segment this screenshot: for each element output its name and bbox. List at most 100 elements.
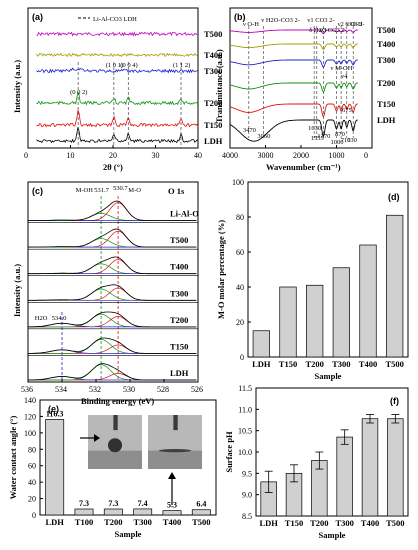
xrd-trace-T200: [36, 91, 199, 106]
series-label-T150: T150: [377, 99, 395, 109]
band-value: 3470: [243, 127, 256, 134]
x-tick-label: 528: [157, 385, 169, 394]
x-tick-label: 40: [194, 151, 202, 160]
plot-frame: [39, 399, 217, 516]
xps-envelope-T400: [28, 256, 197, 275]
bar-LDH: [45, 419, 65, 516]
band-value: 870: [335, 131, 345, 138]
x-tick-label: LDH: [252, 359, 271, 369]
y-axis-label: M-O molar percentage (%): [216, 220, 226, 319]
y-tick-label: 0: [240, 353, 244, 362]
series-label-T500: T500: [377, 25, 395, 35]
x-axis-label: 2θ (°): [103, 162, 123, 172]
xrd-trace-T400: [36, 52, 199, 58]
ftir-trace-T200: [229, 82, 358, 93]
ftir-trace-T400: [230, 43, 358, 50]
xrd-trace-LDH: [36, 127, 199, 144]
y-tick-label: 10.0: [238, 448, 252, 457]
bar-T200: [306, 284, 324, 358]
droplet-photo: [88, 415, 142, 469]
peak-label: (0 0 4): [120, 62, 137, 69]
photo-needle: [113, 415, 118, 431]
ftir-trace-T500: [230, 29, 358, 35]
panel-f: (f) 8.5 9.0 9.5 10.0 10.5 11.0 11.5 LDH T150 T200 T…: [224, 384, 409, 540]
series-label-T500: T500: [170, 235, 188, 245]
x-tick-label: 532: [89, 385, 101, 394]
series-label-T300: T300: [204, 66, 222, 76]
band-value: 710: [341, 137, 351, 144]
x-tick-label: T400: [361, 518, 379, 528]
ftir-trace-T150: [229, 103, 358, 118]
x-axis-label: Wavenumber (cm⁻¹): [266, 162, 341, 172]
y-tick-label: 20: [236, 318, 244, 327]
x-tick-label: T200: [305, 359, 323, 369]
panel-label: (d): [388, 192, 400, 202]
xps-envelope-LDH: [28, 363, 197, 381]
band-value: 530: [347, 137, 357, 144]
y-tick-label: 80: [28, 445, 36, 454]
x-axis-label: Sample: [319, 530, 346, 540]
h2o-value: 534.0: [52, 315, 67, 322]
y-axis-label: Intensity (a.u.): [12, 60, 22, 113]
panel-label: (f): [390, 396, 399, 406]
panel-d: (d) 0 20 40 60 80 100 LDH T150 T200 T300 T400 T500 Sa…: [216, 178, 409, 381]
x-tick-label: T200: [310, 518, 328, 528]
legend-label: Li-Al-CO3 LDH: [93, 16, 137, 23]
bar-T400: [162, 510, 182, 516]
series-label-T200: T200: [377, 78, 395, 88]
photo-substrate: [148, 450, 202, 469]
x-tick-label: T150: [279, 359, 297, 369]
plot-frame: [27, 7, 199, 149]
band-value: 3060: [257, 133, 270, 140]
y-tick-label: 8.5: [242, 512, 252, 521]
y-tick-label: 9.5: [242, 469, 252, 478]
band-label: ν2 CO3 2-: [338, 21, 365, 28]
y-tick-label: 100: [24, 429, 36, 438]
bar-T300: [336, 436, 353, 517]
band-label: ν O-H: [243, 21, 259, 28]
band-label: ν1 CO3 2-: [307, 17, 334, 24]
bar-T300: [332, 267, 350, 358]
mo-annotation: M-O: [128, 187, 141, 194]
peak-label: (1 0 1): [106, 62, 123, 69]
arrow-head: [168, 472, 176, 479]
h2o-annotation: H2O: [35, 315, 48, 322]
band-label: ν4: [341, 73, 348, 80]
y-tick-label: 40: [236, 283, 244, 292]
panel-c: (c) O 1s M-OH 531.7 530.7 M-O H2O 534.0 Li-Al-O T…: [12, 181, 203, 406]
series-label-T400: T400: [204, 50, 222, 60]
data-label: 7.3: [79, 499, 89, 508]
ftir-trace-LDH: [229, 119, 358, 142]
data-label: 6.4: [196, 500, 206, 509]
y-tick-label: 11.5: [238, 384, 252, 393]
x-tick-label: LDH: [45, 517, 64, 527]
bar-T500: [191, 509, 211, 516]
series-label-T150: T150: [170, 341, 188, 351]
panel-label: (b): [234, 12, 246, 22]
x-tick-label: 0: [364, 151, 368, 160]
plot-frame: [27, 181, 199, 383]
x-tick-label: LDH: [259, 518, 278, 528]
x-tick-label: 10: [67, 151, 75, 160]
x-tick-label: T300: [332, 359, 350, 369]
x-tick-label: T500: [192, 517, 210, 527]
water-droplet: [107, 438, 123, 453]
band-label: ν3 CO3 2-: [320, 27, 347, 34]
xps-envelope-T500: [28, 228, 197, 248]
series-label-T200: T200: [170, 315, 188, 325]
series-label-LDH: LDH: [170, 368, 189, 378]
y-tick-label: 40: [28, 478, 36, 487]
x-tick-label: 526: [191, 385, 203, 394]
x-tick-label: T400: [359, 359, 377, 369]
bar-T500: [387, 418, 404, 517]
mo-value: 530.7: [113, 185, 128, 192]
x-tick-label: T300: [335, 518, 353, 528]
xps-envelope-T150: [28, 337, 197, 354]
ftir-trace-T300: [229, 59, 358, 68]
data-label: 7.3: [108, 499, 118, 508]
x-tick-label: T200: [104, 517, 122, 527]
x-tick-label: 0: [24, 151, 28, 160]
data-label: 5.3: [167, 501, 177, 510]
xrd-trace-T500: [36, 31, 199, 37]
peak-label: (0 0 2): [70, 89, 87, 96]
